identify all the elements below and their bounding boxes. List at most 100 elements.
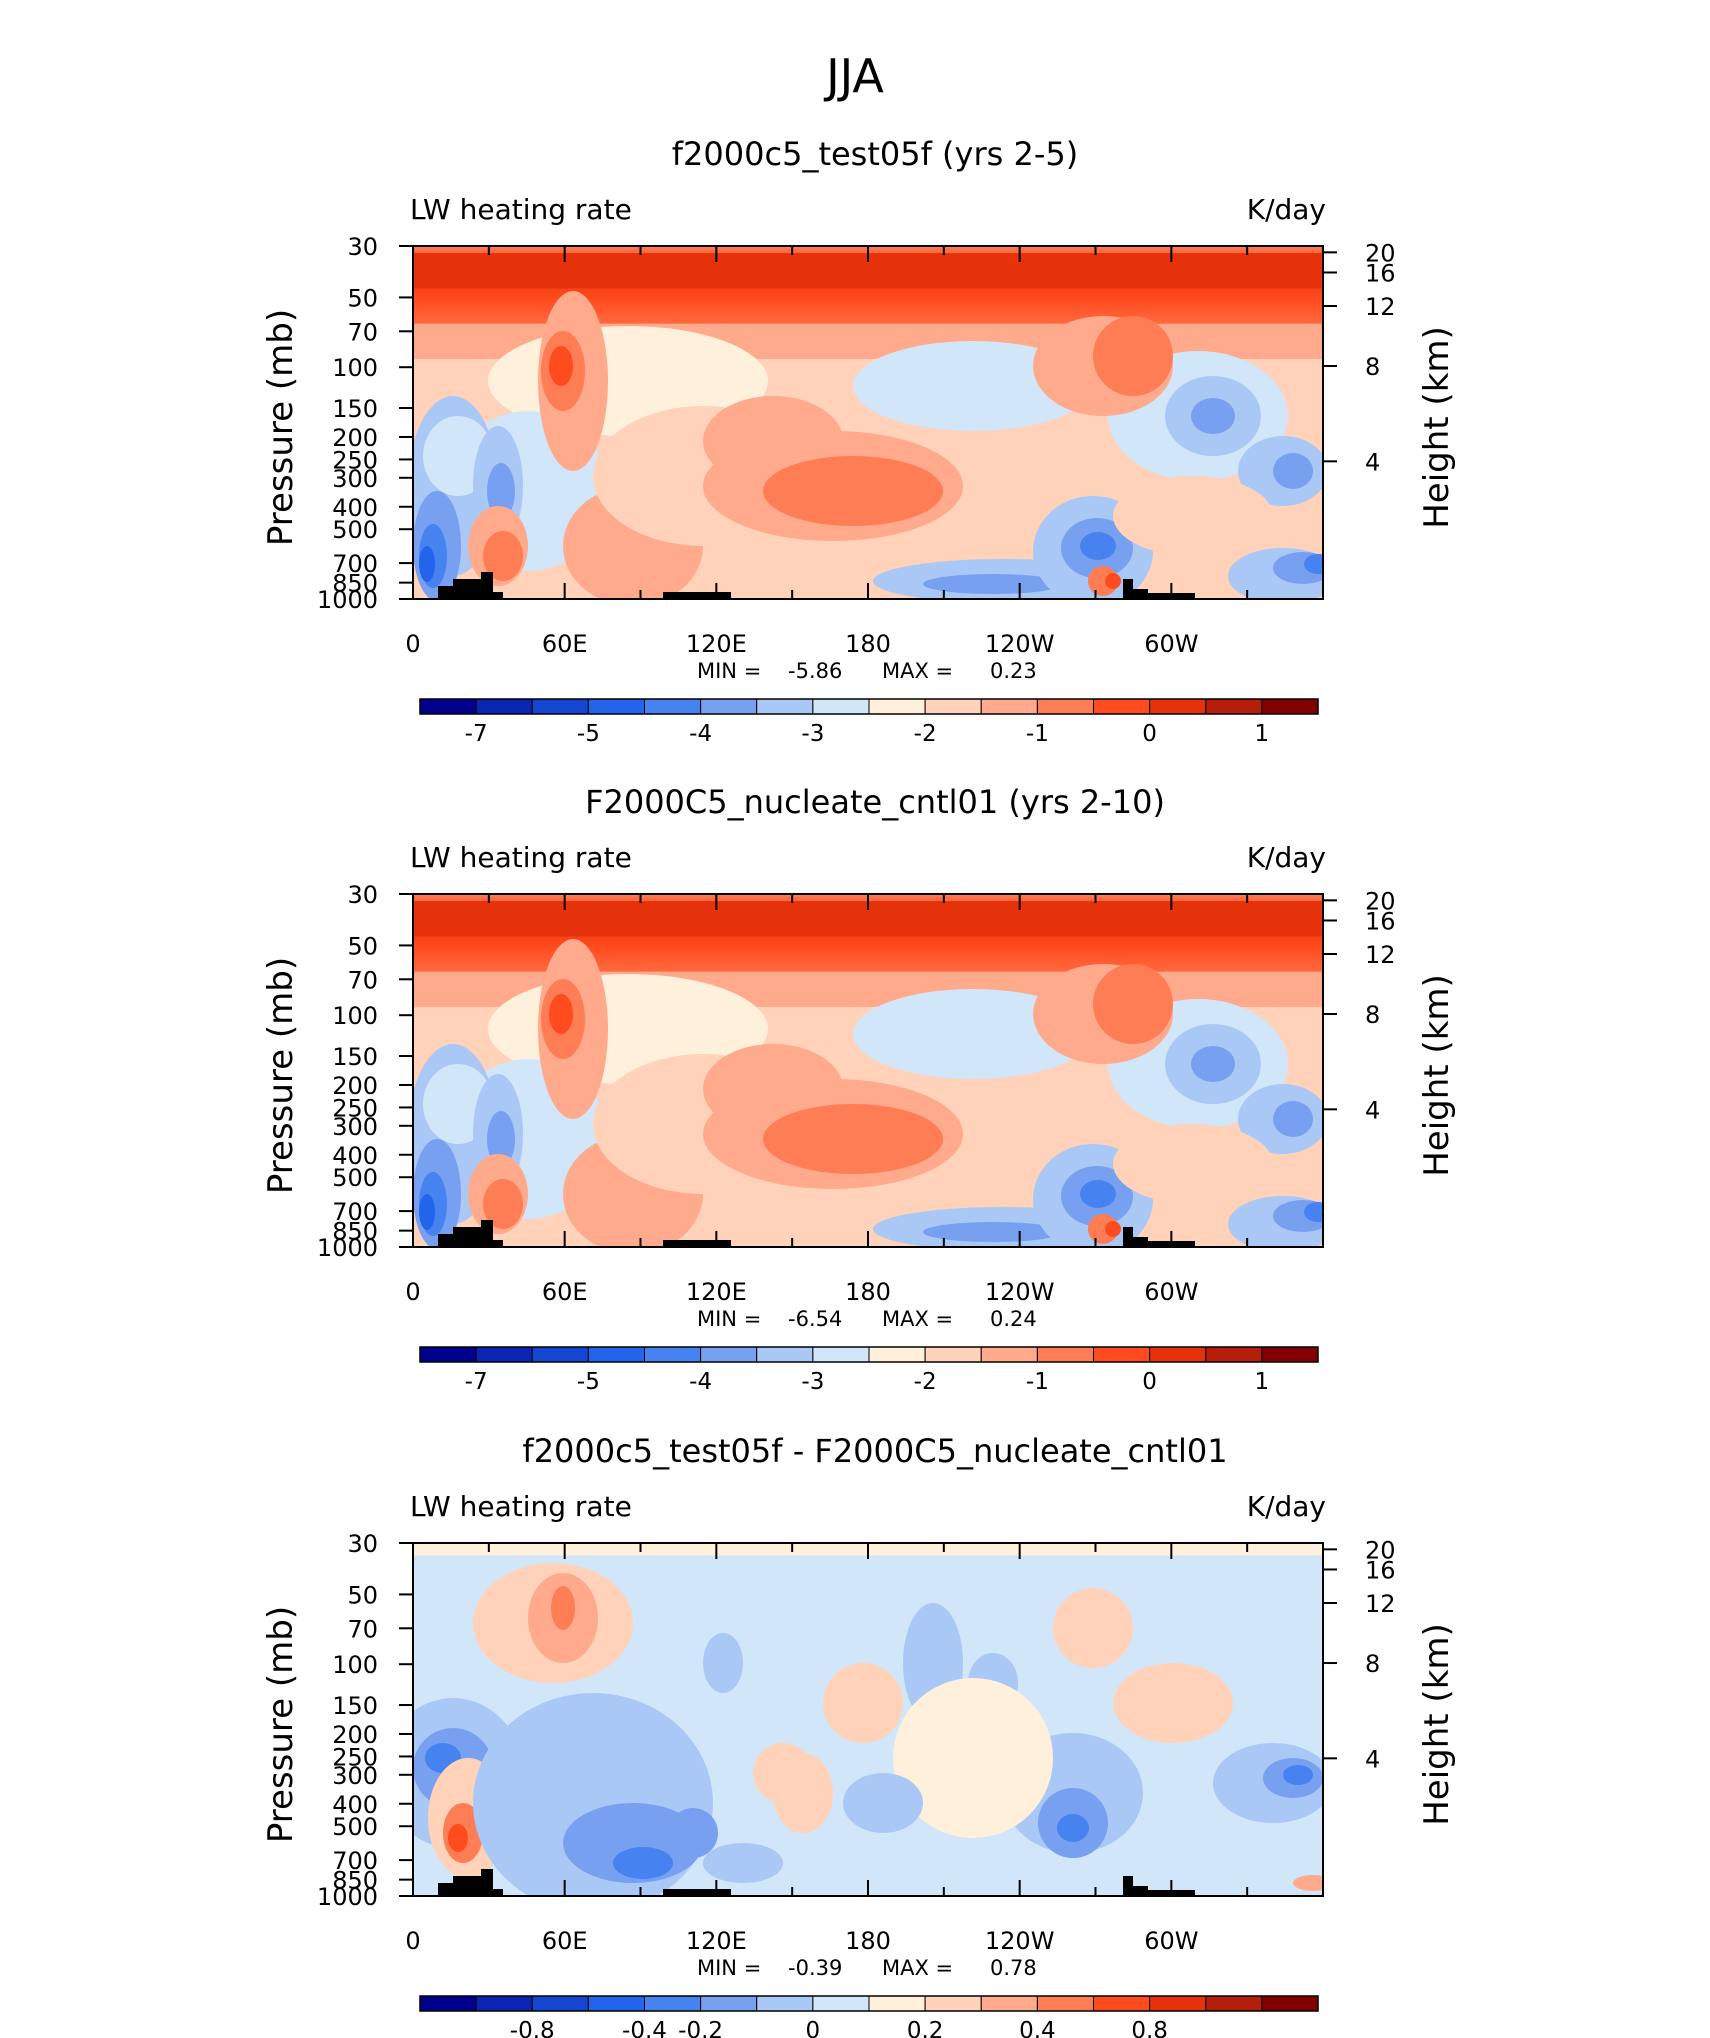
panel-1: f2000c5_test05f (yrs 2-5) LW heating rate… [261,135,1457,747]
contour-region [1273,1101,1313,1137]
units-label: K/day [1247,841,1326,874]
contour-region [473,1693,713,1896]
y-tick-label: 500 [332,516,378,544]
colorbar-swatch [756,1346,814,1363]
min-value: -6.54 [788,1307,842,1331]
panel-title: f2000c5_test05f (yrs 2-5) [672,135,1078,173]
max-value: 0.24 [990,1307,1037,1331]
colorbar-label: -4 [689,1369,712,1395]
colorbar-label: 1 [1255,1369,1270,1395]
colorbar-swatch [1261,698,1319,715]
colorbar-swatch [419,1346,477,1363]
colorbar-swatch [1149,1346,1207,1363]
panel-title: f2000c5_test05f - F2000C5_nucleate_cntl0… [522,1432,1227,1470]
y-tick-label: 400 [332,1791,378,1819]
contour-region [923,574,1063,594]
panel-3: f2000c5_test05f - F2000C5_nucleate_cntl0… [261,1432,1457,2038]
contour-region [483,1179,523,1229]
contour-region [668,1808,718,1858]
colorbar-swatch [1205,1995,1263,2012]
y-tick-label-right: 4 [1365,1096,1380,1124]
y-axis-title: Pressure (mb) [261,309,301,546]
y-tick-label: 500 [332,1164,378,1192]
x-tick-label: 0 [405,630,420,658]
colorbar-swatch [700,1346,758,1363]
colorbar-swatch [1261,1995,1319,2012]
y-tick-label: 50 [347,284,378,312]
y-tick-label-right: 4 [1365,1745,1380,1773]
contour-field [413,894,1323,1247]
y-tick-label: 70 [347,318,378,346]
y-tick-label-right: 8 [1365,1001,1380,1029]
colorbar-label: -7 [465,1369,488,1395]
contour-region [1080,1180,1116,1208]
contour-region [1093,316,1173,396]
y-tick-label: 250 [332,1094,378,1122]
y-tick-label: 400 [332,1142,378,1170]
y-tick-label: 1000 [317,1883,378,1911]
colorbar-label: -2 [914,1369,937,1395]
colorbar-swatch [1149,1995,1207,2012]
colorbar-swatch [980,1995,1038,2012]
colorbar-swatch [868,1995,926,2012]
contour-region [1293,1875,1323,1891]
colorbar-frame [419,1995,1319,2012]
colorbar-swatch [812,1995,870,2012]
y-tick-label: 200 [332,1721,378,1749]
contour-region [1080,532,1116,560]
y-tick-label: 300 [332,1762,378,1790]
colorbar-swatch [1036,1346,1094,1363]
colorbar-swatch [475,1346,533,1363]
colorbar-swatch [924,1346,982,1363]
y-tick-label: 250 [332,446,378,474]
y-tick-label-right: 16 [1365,259,1396,287]
colorbar-swatch [587,1346,645,1363]
contour-region [419,1194,435,1230]
max-label: MAX = [882,1956,953,1980]
variable-label: LW heating rate [410,1490,632,1523]
contour-region [1273,453,1313,489]
units-label: K/day [1247,193,1326,226]
contour-region [1113,1663,1233,1743]
y-tick-label: 300 [332,1113,378,1141]
min-label: MIN = [697,1307,761,1331]
colorbar-label: 0 [806,2018,821,2038]
colorbar-label: -0.2 [678,2018,723,2038]
y-tick-label: 700 [332,1847,378,1875]
x-tick-label: 60W [1144,1927,1198,1955]
y-tick-label: 150 [332,1692,378,1720]
contour-region [613,1847,673,1879]
colorbar-swatch [924,1995,982,2012]
y-tick-label: 300 [332,465,378,493]
colorbar: -0.8 -0.4 -0.2 0 0.2 0.4 0.8 [419,1995,1319,2038]
contour-region [1191,398,1235,434]
contour-region [549,994,573,1034]
contour-field [413,246,1323,599]
colorbar-swatch [475,1995,533,2012]
y-tick-label: 150 [332,1043,378,1071]
y-axis-title-right: Height (km) [1417,326,1457,529]
y-tick-label-right: 12 [1365,1590,1396,1618]
panel-2: F2000C5_nucleate_cntl01 (yrs 2-10) LW hea… [261,783,1457,1395]
y-tick-label-right: 8 [1365,1650,1380,1678]
contour-region [487,1111,515,1167]
contour-region [487,463,515,519]
contour-region [893,1678,1053,1838]
colorbar-label: -0.4 [622,2018,667,2038]
y-tick-label: 1000 [317,1234,378,1262]
colorbar: -7 -5 -4 -3 -2 -1 0 1 [419,1346,1319,1395]
contour-region [1191,1046,1235,1082]
contour-region [1053,1588,1133,1668]
colorbar-swatch [1036,1995,1094,2012]
y-tick-label: 70 [347,966,378,994]
x-tick-label: 60E [542,630,588,658]
x-tick-label: 180 [845,1927,891,1955]
colorbar-label: 0.2 [907,2018,944,2038]
contour-region [1093,964,1173,1044]
y-tick-label: 30 [347,881,378,909]
colorbar: -7 -5 -4 -3 -2 -1 0 1 [419,698,1319,747]
units-label: K/day [1247,1490,1326,1523]
colorbar-swatch [419,1995,477,2012]
y-tick-label: 700 [332,550,378,578]
colorbar-label: -5 [577,1369,600,1395]
